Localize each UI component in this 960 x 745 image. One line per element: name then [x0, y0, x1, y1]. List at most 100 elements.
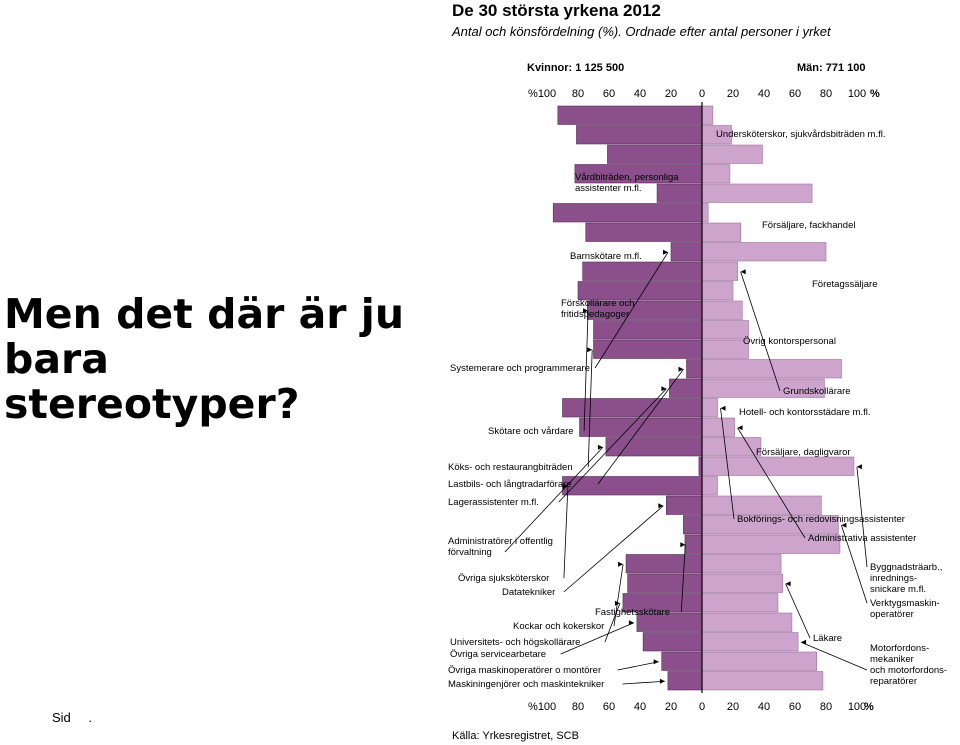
category-label: Datatekniker — [502, 587, 555, 598]
label-arrowhead — [587, 347, 593, 353]
tick-labels-top: 100 80 60 40 20 0 20 40 60 80 100 — [538, 88, 866, 100]
bar-men — [701, 573, 783, 593]
tick-label-bottom: 20 — [727, 701, 739, 713]
category-label: Lagerassistenter m.fl. — [448, 497, 539, 508]
bar-women — [667, 671, 703, 691]
bar-women — [607, 144, 703, 164]
bar-women — [661, 651, 703, 671]
label-arrowhead — [614, 600, 620, 606]
bar-women — [683, 515, 703, 535]
bar-women — [625, 554, 703, 574]
chart-title: De 30 största yrkena 2012 — [452, 1, 661, 20]
category-label: Administratörer i offentlig förvaltning — [448, 536, 553, 558]
chart-subtitle: Antal och könsfördelning (%). Ordnade ef… — [451, 24, 832, 39]
bar-men — [701, 164, 731, 184]
bar-men — [701, 339, 749, 359]
category-label: Företagssäljare — [812, 279, 877, 290]
bottom-unit-left: % — [528, 701, 538, 713]
label-arrowhead — [801, 639, 807, 645]
bar-women — [576, 125, 703, 145]
footer-dot: . — [88, 710, 93, 725]
category-label: Övriga maskinoperatörer o montörer — [448, 665, 601, 676]
category-label: Vårdbiträden, personliga assistenter m.fl… — [575, 172, 679, 194]
label-leader — [622, 680, 665, 685]
label-arrowhead — [678, 366, 684, 372]
bar-women — [593, 339, 703, 359]
bar-men — [701, 203, 709, 223]
bar-women — [642, 632, 703, 652]
bar-men — [701, 417, 735, 437]
label-leader — [856, 466, 868, 568]
label-leader — [841, 525, 868, 604]
label-arrowhead — [737, 425, 743, 431]
label-leader — [597, 369, 684, 485]
tick-label-top: 60 — [789, 88, 801, 100]
top-unit-left: % — [528, 88, 538, 100]
tick-label-top: 100 — [848, 88, 866, 100]
bar-men — [701, 437, 762, 457]
label-leader — [720, 408, 735, 520]
label-arrowhead — [856, 464, 862, 470]
bar-group — [552, 105, 855, 691]
label-arrowhead — [663, 249, 668, 255]
category-label: Systemerare och programmerare — [450, 363, 590, 374]
bar-men — [701, 398, 718, 418]
bar-men — [701, 651, 817, 671]
bar-men — [701, 144, 763, 164]
label-leader — [583, 310, 589, 432]
label-leader — [785, 583, 811, 639]
bar-men — [701, 242, 827, 262]
bar-women — [666, 495, 703, 515]
bar-men — [701, 183, 813, 203]
tick-labels-bottom: 100 80 60 40 20 0 20 40 60 80 100 — [538, 701, 866, 713]
category-label: Fastighetsskötare — [595, 607, 670, 618]
category-label: Bokförings- och redovisningsassistenter — [737, 514, 905, 525]
category-label: Kockar och kokerskor — [513, 621, 604, 632]
category-label: Universitets- och högskollärare — [450, 637, 580, 648]
tick-label-bottom: 60 — [789, 701, 801, 713]
category-labels: Undersköterskor, sjukvårdsbiträden m.fl.… — [448, 129, 947, 690]
tick-label-top: 80 — [572, 88, 584, 100]
tick-label-top: 20 — [665, 88, 677, 100]
category-label: Barnskötare m.fl. — [570, 251, 642, 262]
bar-men — [701, 632, 799, 652]
bar-men — [701, 320, 749, 340]
bar-men — [701, 359, 842, 379]
label-arrowhead — [658, 503, 664, 509]
category-label: Motorfordons-mekaniker och motorfordons-r… — [870, 643, 947, 687]
headline-line-3: stereotyper? — [4, 380, 300, 428]
bar-men — [701, 300, 743, 320]
label-leader — [604, 603, 621, 643]
label-leader — [560, 622, 635, 655]
tick-label-top: 40 — [634, 88, 646, 100]
bottom-unit-right: % — [864, 701, 874, 713]
bar-men — [701, 671, 824, 691]
label-arrowhead — [618, 561, 624, 567]
bar-women — [557, 105, 703, 125]
label-leader — [740, 271, 781, 392]
tick-label-bottom: 80 — [572, 701, 584, 713]
bar-men — [701, 281, 734, 301]
label-leader — [504, 446, 604, 553]
category-label: Administrativa assistenter — [808, 533, 916, 544]
label-leader — [594, 252, 669, 369]
category-label: Undersköterskor, sjukvårdsbiträden m.fl. — [716, 129, 885, 140]
bar-men — [701, 593, 779, 613]
bar-women — [582, 261, 703, 281]
category-label: Försäljare, dagligvaror — [756, 447, 851, 458]
category-label: Skötare och vårdare — [488, 426, 574, 437]
footer-label: Sid — [52, 710, 71, 725]
chart-source: Källa: Yrkesregistret, SCB — [452, 730, 579, 742]
category-label: Verktygsmaskin-operatörer — [870, 598, 940, 620]
tick-label-top: 20 — [727, 88, 739, 100]
tick-label-top: 40 — [758, 88, 770, 100]
bar-women — [593, 320, 703, 340]
label-leader — [800, 641, 868, 671]
label-arrowhead — [740, 269, 746, 275]
tick-label-bottom: 80 — [820, 701, 832, 713]
label-leader — [563, 505, 664, 593]
bar-women — [605, 437, 703, 457]
label-arrowhead — [653, 659, 659, 665]
category-label: Köks- och restaurangbiträden — [448, 462, 573, 473]
bar-men — [701, 456, 855, 476]
